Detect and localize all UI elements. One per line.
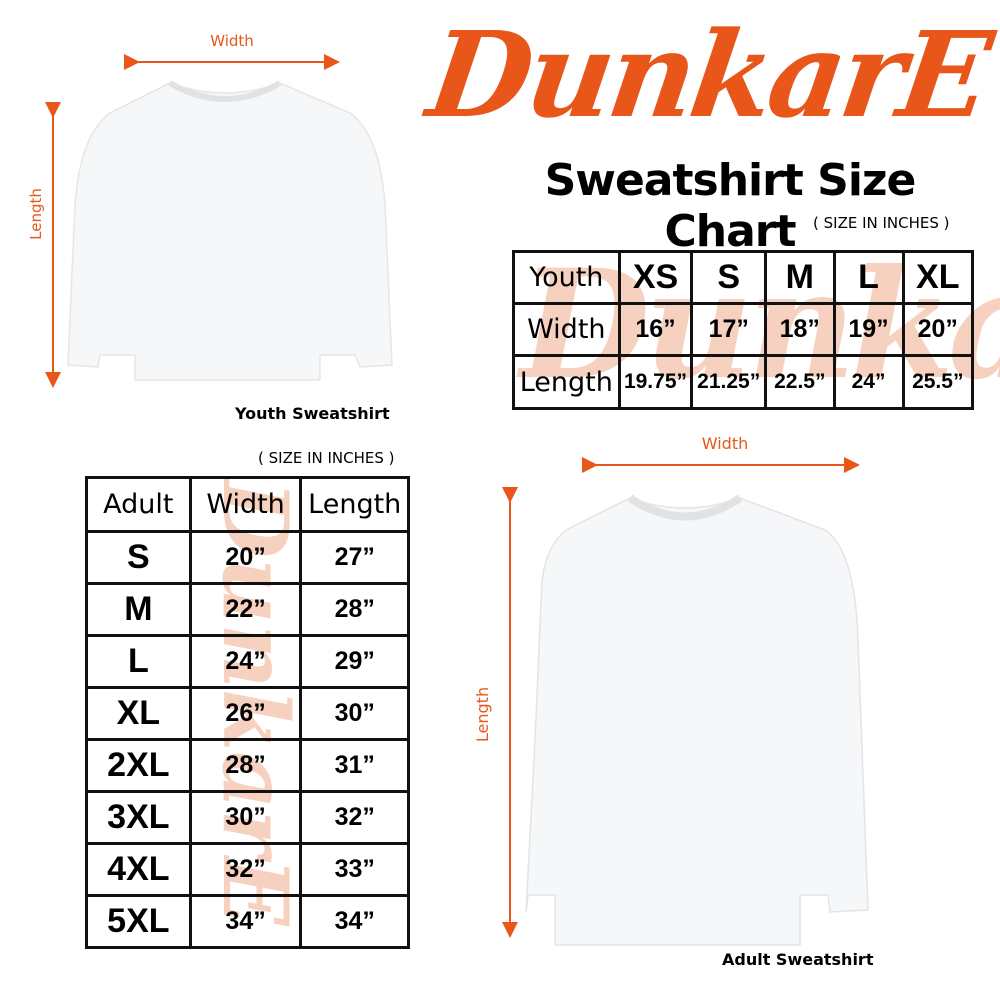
cell: 19.75” (617, 354, 694, 410)
row-label: Length (512, 354, 621, 410)
cell: 27” (299, 530, 410, 585)
cell: 16” (617, 302, 694, 357)
cell: 28” (299, 582, 410, 637)
cell: 20” (901, 302, 975, 357)
cell: 31” (299, 738, 410, 793)
cell: 22” (188, 582, 303, 637)
table-row: 2XL 28” 31” (85, 738, 410, 793)
size-cell: 3XL (85, 790, 192, 845)
cell: 30” (188, 790, 303, 845)
table-row: Width 16” 17” 18” 19” 20” (512, 302, 975, 357)
cell: 22.5” (764, 354, 836, 410)
adult-width-label: Width (701, 434, 749, 453)
header-cell: S (690, 250, 768, 305)
table-row: L 24” 29” (85, 634, 410, 689)
cell: 26” (188, 686, 303, 741)
table-header-row: Youth XS S M L XL (512, 250, 975, 305)
adult-size-table: Adult Width Length S 20” 27” M 22” 28” L 24” 29”… (85, 476, 410, 949)
cell: 28” (188, 738, 303, 793)
youth-width-label: Width (210, 32, 254, 50)
brand-logo: DunkarE (420, 5, 997, 144)
cell: 20” (188, 530, 303, 585)
size-cell: 5XL (85, 894, 192, 949)
cell: 19” (832, 302, 905, 357)
table-row: 4XL 32” 33” (85, 842, 410, 897)
cell: 30” (299, 686, 410, 741)
cell: 21.25” (690, 354, 768, 410)
table-row: Length 19.75” 21.25” 22.5” 24” 25.5” (512, 354, 975, 410)
cell: 34” (299, 894, 410, 949)
cell: 33” (299, 842, 410, 897)
header-cell: XL (901, 250, 975, 305)
size-cell: S (85, 530, 192, 585)
header-cell: Adult (85, 476, 192, 533)
header-cell: Length (299, 476, 410, 533)
cell: 32” (188, 842, 303, 897)
cell: 18” (764, 302, 836, 357)
cell: 34” (188, 894, 303, 949)
page-title: Sweatshirt Size Chart (544, 155, 917, 257)
table-row: 3XL 30” 32” (85, 790, 410, 845)
cell: 29” (299, 634, 410, 689)
cell: 17” (690, 302, 768, 357)
row-label: Width (512, 302, 621, 357)
cell: 25.5” (901, 354, 975, 410)
header-cell: L (832, 250, 905, 305)
header-cell: Width (188, 476, 303, 533)
table-row: XL 26” 30” (85, 686, 410, 741)
size-cell: 4XL (85, 842, 192, 897)
header-cell: M (764, 250, 836, 305)
size-cell: L (85, 634, 192, 689)
youth-caption: Youth Sweatshirt (235, 404, 390, 423)
youth-sweatshirt-image (45, 54, 393, 388)
size-cell: 2XL (85, 738, 192, 793)
header-cell: Youth (512, 250, 621, 305)
youth-length-label: Length (26, 188, 45, 240)
youth-size-table: Youth XS S M L XL Width 16” 17” 18” 19” … (512, 250, 975, 410)
cell: 24” (832, 354, 905, 410)
size-cell: XL (85, 686, 192, 741)
table-row: 5XL 34” 34” (85, 894, 410, 949)
table-header-row: Adult Width Length (85, 476, 410, 533)
cell: 32” (299, 790, 410, 845)
header-cell: XS (617, 250, 694, 305)
cell: 24” (188, 634, 303, 689)
table-row: M 22” 28” (85, 582, 410, 637)
adult-length-label: Length (473, 686, 493, 743)
size-cell: M (85, 582, 192, 637)
table-row: S 20” 27” (85, 530, 410, 585)
adult-sweatshirt-image (502, 457, 869, 946)
adult-units: ( SIZE IN INCHES ) (258, 449, 395, 467)
adult-caption: Adult Sweatshirt (722, 950, 874, 969)
youth-units: ( SIZE IN INCHES ) (813, 214, 950, 232)
